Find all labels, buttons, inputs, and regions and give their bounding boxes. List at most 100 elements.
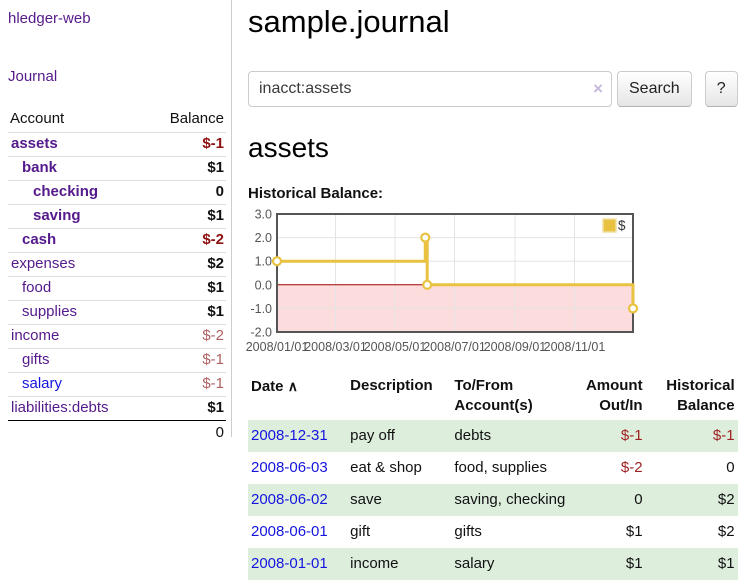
account-row: saving $1 bbox=[8, 204, 226, 228]
data-point-marker bbox=[420, 232, 431, 243]
y-axis-tick-label: 3.0 bbox=[255, 208, 272, 222]
cell-amount: $1 bbox=[572, 548, 646, 580]
register-row: 2008-06-01 gift gifts $1 $2 bbox=[248, 516, 738, 548]
account-row: expenses $2 bbox=[8, 252, 226, 276]
account-row: checking 0 bbox=[8, 180, 226, 204]
main-content: sample.journal × Search ? assets Histori… bbox=[232, 0, 742, 582]
clear-search-icon[interactable]: × bbox=[593, 79, 603, 98]
y-axis-tick-label: -2.0 bbox=[250, 326, 272, 340]
x-axis-tick-label: 2008/07/01 bbox=[423, 340, 486, 354]
total-balance: 0 bbox=[215, 424, 224, 441]
balance-chart: $3.0 2.0 1.0 0.0 -1.0 -2.0 2008/01/01 2008/03/0… bbox=[246, 208, 738, 359]
cell-amount: $-1 bbox=[572, 420, 646, 452]
accounts-header-account: Account bbox=[10, 110, 65, 127]
balance-chart-svg: $3.0 2.0 1.0 0.0 -1.0 -2.02008/01/012008/03/0… bbox=[246, 208, 639, 354]
cell-balance: 0 bbox=[726, 459, 735, 476]
accounts-table: Account Balance assets $-1 bank $1 checking 0… bbox=[8, 106, 226, 445]
chart-title: Historical Balance: bbox=[248, 185, 384, 202]
brand-link[interactable]: hledger-web bbox=[8, 10, 91, 27]
account-balance: $-1 bbox=[202, 375, 224, 392]
account-link-bank[interactable]: bank bbox=[22, 159, 58, 176]
account-link-supplies[interactable]: supplies bbox=[22, 303, 78, 320]
y-axis-tick-label: -1.0 bbox=[250, 302, 272, 316]
account-link-gifts[interactable]: gifts bbox=[22, 351, 50, 368]
register-table: Date ∧ Description To/From Account(s) Am… bbox=[248, 374, 738, 580]
account-balance: $-1 bbox=[202, 135, 224, 152]
cell-description: income bbox=[347, 548, 452, 580]
account-link-food[interactable]: food bbox=[22, 279, 52, 296]
cell-description: pay off bbox=[347, 420, 452, 452]
cell-accounts: food, supplies bbox=[454, 459, 547, 476]
data-point-marker bbox=[271, 256, 283, 267]
account-link-income[interactable]: income bbox=[11, 327, 60, 344]
sidebar: hledger-web Journal Account Balance asse… bbox=[0, 0, 232, 582]
account-link-cash[interactable]: cash bbox=[22, 231, 57, 248]
account-link-liabilities-debts[interactable]: liabilities:debts bbox=[11, 399, 109, 416]
account-row: salary $-1 bbox=[8, 372, 226, 396]
transaction-date-link[interactable]: 2008-06-02 bbox=[251, 491, 328, 508]
account-row: supplies $1 bbox=[8, 300, 226, 324]
account-row: bank $1 bbox=[8, 156, 226, 180]
transaction-date-link[interactable]: 2008-12-31 bbox=[251, 427, 328, 444]
y-axis-tick-label: 2.0 bbox=[255, 231, 272, 245]
register-row: 2008-01-01 income salary $1 $1 bbox=[248, 548, 738, 580]
account-balance: $1 bbox=[207, 207, 224, 224]
account-balance: $-1 bbox=[202, 351, 224, 368]
cell-date: 2008-06-02 bbox=[248, 484, 348, 516]
register-table-body: 2008-12-31 pay off debts $-1 $-1 2008-06-03 ea… bbox=[248, 420, 738, 580]
data-point-marker bbox=[627, 303, 639, 314]
account-link-salary[interactable]: salary bbox=[22, 375, 63, 392]
legend-swatch bbox=[602, 218, 617, 233]
account-row: gifts $-1 bbox=[8, 348, 226, 372]
account-row: cash $-2 bbox=[8, 228, 226, 252]
x-axis-tick-label: 2008/03/01 bbox=[304, 340, 367, 354]
register-header-date[interactable]: Date ∧ bbox=[251, 378, 298, 395]
plot-border bbox=[276, 213, 634, 333]
transaction-date-link[interactable]: 2008-01-01 bbox=[251, 555, 328, 572]
cell-accounts: salary bbox=[451, 548, 572, 580]
account-balance: $1 bbox=[207, 279, 224, 296]
account-row: liabilities:debts $1 bbox=[8, 396, 226, 420]
cell-accounts: debts bbox=[451, 420, 572, 452]
x-axis-tick-label: 2008/05/01 bbox=[364, 340, 427, 354]
cell-amount: $-2 bbox=[620, 459, 643, 476]
cell-balance: $2 bbox=[717, 523, 735, 540]
account-balance: $-2 bbox=[202, 231, 224, 248]
account-link-saving[interactable]: saving bbox=[33, 207, 81, 224]
accounts-table-body: assets $-1 bank $1 checking 0 saving $1 cash $-2 e… bbox=[8, 132, 226, 420]
cell-amount: $1 bbox=[625, 523, 643, 540]
help-button[interactable]: ? bbox=[704, 71, 738, 107]
account-row: assets $-1 bbox=[8, 132, 226, 156]
transaction-date-link[interactable]: 2008-06-03 bbox=[251, 459, 328, 476]
account-link-assets[interactable]: assets bbox=[11, 135, 58, 152]
cell-date: 2008-06-03 bbox=[248, 452, 347, 484]
account-row: income $-2 bbox=[8, 324, 226, 348]
cell-balance: $2 bbox=[645, 484, 738, 516]
cell-date: 2008-12-31 bbox=[248, 420, 348, 452]
page-title: sample.journal bbox=[248, 4, 450, 39]
register-header-amount: Amount Out/In bbox=[585, 377, 643, 414]
account-link-checking[interactable]: checking bbox=[33, 183, 99, 200]
legend-label: $ bbox=[618, 218, 626, 233]
x-axis-tick-label: 2008/09/01 bbox=[484, 340, 547, 354]
account-balance: $2 bbox=[207, 255, 224, 272]
search-input[interactable] bbox=[248, 71, 612, 107]
cell-balance: $1 bbox=[645, 548, 738, 580]
register-row: 2008-06-03 eat & shop food, supplies $-2 0 bbox=[248, 452, 738, 484]
cell-balance: $-1 bbox=[645, 420, 738, 452]
search-button[interactable]: Search bbox=[617, 71, 692, 107]
account-link-expenses[interactable]: expenses bbox=[11, 255, 76, 272]
accounts-header-balance: Balance bbox=[169, 110, 224, 127]
cell-date: 2008-06-01 bbox=[248, 516, 347, 548]
search-bar: × Search ? bbox=[248, 71, 738, 107]
register-row: 2008-06-02 save saving, checking 0 $2 bbox=[248, 484, 738, 516]
search-box: × bbox=[248, 71, 612, 107]
account-balance: $1 bbox=[207, 303, 224, 320]
sidebar-item-journal[interactable]: Journal bbox=[8, 68, 58, 85]
accounts-total-row: 0 bbox=[8, 420, 226, 445]
transaction-date-link[interactable]: 2008-06-01 bbox=[251, 523, 328, 540]
register-header-accounts: To/From Account(s) bbox=[454, 377, 533, 414]
sort-ascending-icon: ∧ bbox=[287, 378, 298, 394]
register-header-description: Description bbox=[350, 377, 433, 394]
